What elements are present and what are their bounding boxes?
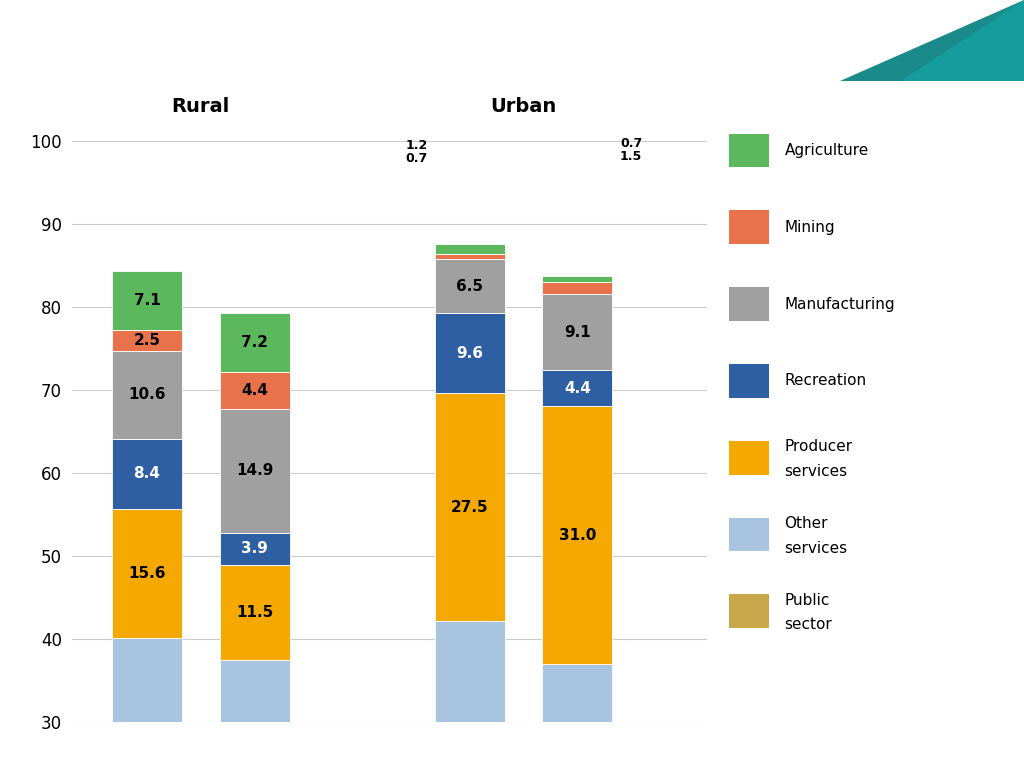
Text: Urban: Urban — [490, 97, 557, 116]
Text: 27.5: 27.5 — [451, 500, 488, 515]
Text: 1.5: 1.5 — [620, 150, 642, 163]
Bar — [219, 660, 290, 768]
Text: 1.2: 1.2 — [406, 139, 427, 152]
Polygon shape — [901, 0, 1024, 81]
Bar — [435, 260, 505, 313]
Bar — [435, 313, 505, 393]
Text: 7.2: 7.2 — [241, 335, 268, 350]
Bar — [112, 351, 182, 439]
Bar — [112, 638, 182, 768]
Text: Agriculture: Agriculture — [784, 143, 868, 158]
Bar — [729, 364, 769, 398]
Text: Other: Other — [784, 516, 827, 531]
Text: Jobs and earnings in rural and urban areas by sector, 2014: Jobs and earnings in rural and urban are… — [18, 30, 709, 51]
Bar — [729, 441, 769, 475]
Bar — [543, 282, 612, 294]
Bar — [543, 370, 612, 406]
Text: sector: sector — [784, 617, 833, 632]
Text: 4.4: 4.4 — [242, 383, 268, 398]
Bar — [543, 664, 612, 768]
Text: 14.9: 14.9 — [236, 463, 273, 478]
Text: 7.1: 7.1 — [133, 293, 161, 308]
Bar — [435, 253, 505, 260]
Bar — [112, 271, 182, 330]
Text: Rural: Rural — [172, 97, 230, 116]
Text: services: services — [784, 541, 848, 555]
Text: 4.4: 4.4 — [564, 381, 591, 396]
Bar — [729, 594, 769, 628]
Text: Recreation: Recreation — [784, 373, 866, 389]
Text: Mining: Mining — [784, 220, 835, 235]
Text: 9.1: 9.1 — [564, 325, 591, 339]
Bar — [729, 134, 769, 167]
Bar — [435, 393, 505, 621]
Text: 0.7: 0.7 — [406, 153, 427, 165]
Bar — [543, 276, 612, 282]
Text: 0.7: 0.7 — [620, 137, 642, 150]
Text: 6.5: 6.5 — [457, 279, 483, 294]
Bar — [543, 294, 612, 370]
Bar — [729, 287, 769, 321]
Text: Public: Public — [784, 593, 829, 607]
Bar — [543, 406, 612, 664]
Text: Producer: Producer — [784, 439, 853, 454]
Bar — [112, 330, 182, 351]
Bar — [219, 372, 290, 409]
Bar — [435, 243, 505, 253]
Text: Manufacturing: Manufacturing — [784, 296, 895, 312]
Text: 31.0: 31.0 — [559, 528, 596, 543]
Bar — [729, 518, 769, 551]
Bar — [112, 439, 182, 508]
Bar — [219, 533, 290, 565]
Text: 8.4: 8.4 — [133, 466, 161, 482]
Text: services: services — [784, 464, 848, 478]
Bar — [219, 409, 290, 533]
Text: 3.9: 3.9 — [242, 541, 268, 556]
Text: 11.5: 11.5 — [236, 605, 273, 621]
Text: 9.6: 9.6 — [457, 346, 483, 361]
Bar — [112, 508, 182, 638]
Text: 2.5: 2.5 — [133, 333, 161, 348]
Text: 10.6: 10.6 — [128, 387, 166, 402]
Bar — [219, 565, 290, 660]
Bar — [729, 210, 769, 244]
Bar — [219, 313, 290, 372]
Polygon shape — [840, 0, 1024, 81]
Bar — [435, 621, 505, 768]
Text: 15.6: 15.6 — [128, 566, 166, 581]
